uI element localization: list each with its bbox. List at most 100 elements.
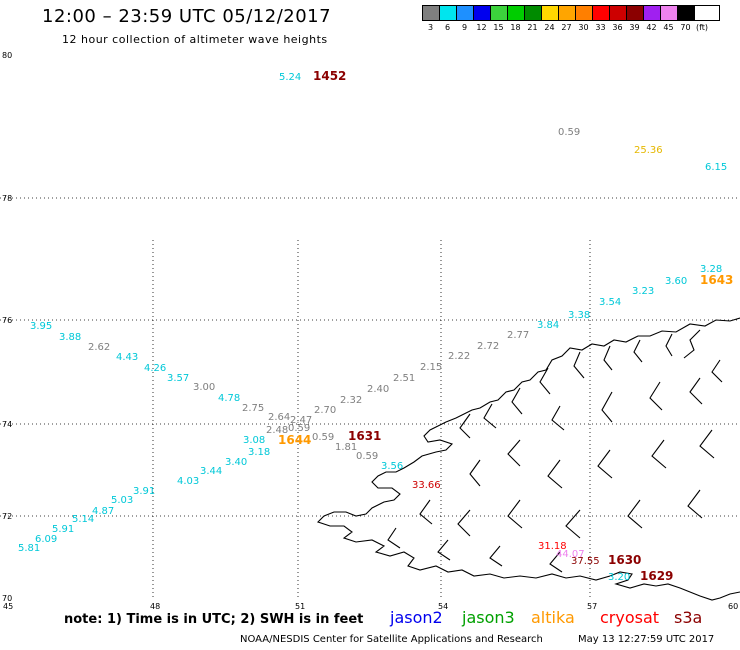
legend-swatches <box>422 5 720 21</box>
legend-label: 21 <box>527 23 538 32</box>
observation-wave-height: 4.26 <box>144 363 166 374</box>
observation-wave-height: 3.38 <box>568 310 590 321</box>
observation-wave-height: 6.09 <box>35 534 57 545</box>
observation-wave-height: 2.62 <box>88 342 110 353</box>
observation-wave-height: 0.59 <box>288 423 310 434</box>
observation-time-label: 1643 <box>700 273 733 287</box>
observation-wave-height: 5.81 <box>18 543 40 554</box>
observation-wave-height: 3.44 <box>200 466 222 477</box>
satellite-s3a: s3a <box>674 608 703 627</box>
observation-wave-height: 3.08 <box>243 435 265 446</box>
observation-wave-height: 2.15 <box>420 362 442 373</box>
observation-wave-height: 44.07 <box>556 549 585 560</box>
legend-swatch <box>474 6 491 20</box>
latitude-tick-label: 78 <box>2 194 12 203</box>
observation-wave-height: 2.72 <box>477 341 499 352</box>
observation-wave-height: 2.22 <box>448 351 470 362</box>
observation-wave-height: 3.20 <box>608 572 630 583</box>
observation-wave-height: 2.47 <box>290 415 312 426</box>
legend-label: 42 <box>646 23 657 32</box>
satellite-cryosat: cryosat <box>600 608 660 627</box>
page-subtitle: 12 hour collection of altimeter wave hei… <box>62 33 328 46</box>
wave-height-color-legend: 3 6 9 12 15 18 21 24 27 30 33 36 39 42 45 70 (ft) <box>422 5 720 32</box>
observation-wave-height: 4.87 <box>92 506 114 517</box>
observation-wave-height: 5.03 <box>111 495 133 506</box>
legend-swatch <box>525 6 542 20</box>
footer-note: note: 1) Time is in UTC; 2) SWH is in fe… <box>64 612 364 627</box>
longitude-tick-label: 48 <box>150 602 160 611</box>
observation-wave-height: 25.36 <box>634 145 663 156</box>
legend-label: 36 <box>612 23 623 32</box>
observation-time-label: 1644 <box>278 433 311 447</box>
latitude-tick-label: 70 <box>2 594 12 603</box>
legend-swatch <box>491 6 508 20</box>
observation-wave-height: 3.60 <box>665 276 687 287</box>
generated-timestamp: May 13 12:27:59 UTC 2017 <box>578 634 715 645</box>
latitude-tick-label: 80 <box>2 51 12 60</box>
observation-wave-height: 2.32 <box>340 395 362 406</box>
observation-wave-height: 3.57 <box>167 373 189 384</box>
longitude-tick-label: 54 <box>438 602 448 611</box>
observation-wave-height: 31.18 <box>538 541 567 552</box>
observation-wave-height: 1.81 <box>335 442 357 453</box>
observation-wave-height: 3.95 <box>30 321 52 332</box>
legend-label: 6 <box>444 23 451 32</box>
observation-wave-height: 5.14 <box>72 514 94 525</box>
observation-wave-height: 3.28 <box>700 264 722 275</box>
observation-wave-height: 3.00 <box>193 382 215 393</box>
longitude-tick-label: 60 <box>728 602 738 611</box>
observation-wave-height: 3.18 <box>248 447 270 458</box>
observation-wave-height: 0.59 <box>356 451 378 462</box>
legend-label: 18 <box>510 23 521 32</box>
legend-swatch <box>440 6 457 20</box>
observation-wave-height: 37.55 <box>571 556 600 567</box>
observation-wave-height: 0.59 <box>312 432 334 443</box>
legend-swatch <box>627 6 644 20</box>
legend-swatch <box>678 6 695 20</box>
legend-label: 45 <box>663 23 674 32</box>
legend-swatch <box>423 6 440 20</box>
observation-time-label: 1629 <box>640 569 673 583</box>
longitude-tick-label: 45 <box>3 602 13 611</box>
observation-wave-height: 5.91 <box>52 524 74 535</box>
greenland-coastline <box>316 317 740 601</box>
observation-wave-height: 5.24 <box>279 72 301 83</box>
legend-label: 33 <box>595 23 606 32</box>
legend-swatch <box>661 6 678 20</box>
inlet-lines <box>387 329 723 573</box>
observation-wave-height: 3.88 <box>59 332 81 343</box>
legend-swatch <box>593 6 610 20</box>
coastline <box>316 317 740 601</box>
legend-swatch <box>644 6 661 20</box>
observation-wave-height: 2.48 <box>266 425 288 436</box>
observation-time-label: 1630 <box>608 553 641 567</box>
observation-time-label: 1452 <box>313 69 346 83</box>
observation-wave-height: 3.56 <box>381 461 403 472</box>
observation-wave-height: 6.15 <box>705 162 727 173</box>
observation-wave-height: 4.03 <box>177 476 199 487</box>
observation-wave-height: 2.70 <box>314 405 336 416</box>
observation-wave-height: 3.91 <box>133 486 155 497</box>
observation-wave-height: 2.75 <box>242 403 264 414</box>
observation-time-label: 1631 <box>348 429 381 443</box>
legend-label: 3 <box>427 23 434 32</box>
legend-unit: (ft) <box>696 23 709 32</box>
observation-wave-height: 0.59 <box>558 127 580 138</box>
legend-label: 30 <box>578 23 589 32</box>
legend-label: 9 <box>461 23 468 32</box>
legend-label: 12 <box>476 23 487 32</box>
legend-swatch <box>610 6 627 20</box>
legend-swatch <box>508 6 525 20</box>
legend-label: 70 <box>680 23 691 32</box>
legend-label: 24 <box>544 23 555 32</box>
legend-swatch <box>559 6 576 20</box>
observation-wave-height: 33.66 <box>412 480 441 491</box>
observation-wave-height: 3.54 <box>599 297 621 308</box>
legend-swatch <box>457 6 474 20</box>
latitude-tick-label: 76 <box>2 316 12 325</box>
observation-wave-height: 4.43 <box>116 352 138 363</box>
satellite-jason2: jason2 <box>390 608 443 627</box>
